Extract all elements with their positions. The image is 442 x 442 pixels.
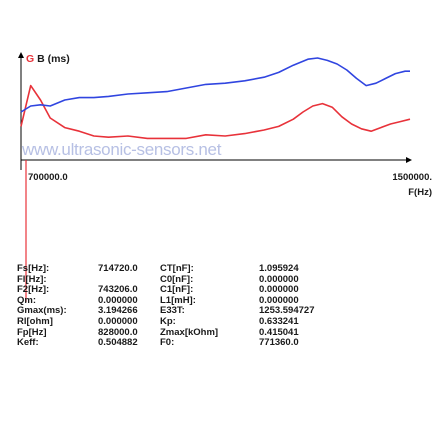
param-label-b-5: Kp: [160, 315, 176, 327]
param-label-7: Keff: [17, 337, 39, 349]
param-label-b-0: CT[nF]: [160, 263, 194, 274]
param-label-2: F2[Hz]: [17, 284, 50, 296]
param-label-6: Fp[Hz] [17, 326, 47, 338]
param-value-b-0: 1.095924 [259, 263, 299, 274]
param-label-0: Fs[Hz]: [17, 263, 50, 274]
param-label-b-2: C1[nF]: [160, 284, 194, 296]
param-label-4: Gmax(ms): [17, 305, 67, 317]
param-label-b-3: L1[mH]: [160, 294, 196, 306]
param-value-b-1: 0.000000 [259, 273, 299, 285]
param-label-1: Fl[Hz]: [17, 273, 47, 285]
x-axis-arrow-icon [406, 157, 412, 163]
param-value-4: 3.194266 [98, 305, 138, 317]
param-value-7: 0.504882 [98, 337, 138, 349]
params-col1: Fs[Hz]: Fl[Hz]: F2[Hz]: Qm: Gmax(ms): Rl[ohm]… [17, 263, 67, 349]
x-max-label: 1500000. [392, 172, 432, 183]
y-axis-label: G B (ms) [26, 53, 70, 65]
x-axis-label: F(Hz) [408, 187, 432, 198]
param-value-b-4: 1253.594727 [259, 305, 315, 317]
param-value-b-3: 0.000000 [259, 294, 299, 306]
param-value-3: 0.000000 [98, 294, 138, 306]
param-value-b-5: 0.633241 [259, 315, 299, 327]
param-label-5: Rl[ohm] [17, 315, 53, 327]
param-value-b-2: 0.000000 [259, 284, 299, 296]
series-line-b [20, 57, 410, 113]
y-axis-label-g: G [26, 53, 34, 65]
param-label-b-4: E33T: [160, 305, 185, 317]
x-min-label: 700000.0 [28, 172, 68, 183]
series-line-g [20, 84, 411, 140]
y-axis-arrow-icon [18, 52, 24, 58]
param-value-b-7: 771360.0 [259, 337, 299, 349]
param-label-b-7: F0: [160, 337, 175, 349]
param-value-6: 828000.0 [98, 326, 138, 338]
param-label-b-1: C0[nF]: [160, 273, 194, 285]
param-value-b-6: 0.415041 [259, 326, 299, 338]
params-col3: CT[nF]: C0[nF]: C1[nF]: L1[mH]: E33T: Kp: Zmax… [160, 263, 219, 349]
params-col4: 1.095924 0.000000 0.000000 0.000000 1253.594… [259, 263, 315, 349]
param-value-2: 743206.0 [98, 284, 138, 296]
param-label-3: Qm: [17, 294, 36, 306]
series-layer [20, 57, 411, 140]
y-axis-label-b: B (ms) [34, 53, 70, 65]
watermark-text: www.ultrasonic-sensors.net [21, 140, 222, 159]
params-col2: 714720.0 743206.0 0.000000 3.194266 0.000000… [98, 263, 138, 349]
param-label-b-6: Zmax[kOhm] [160, 326, 219, 338]
param-value-5: 0.000000 [98, 315, 138, 327]
param-value-0: 714720.0 [98, 263, 138, 274]
